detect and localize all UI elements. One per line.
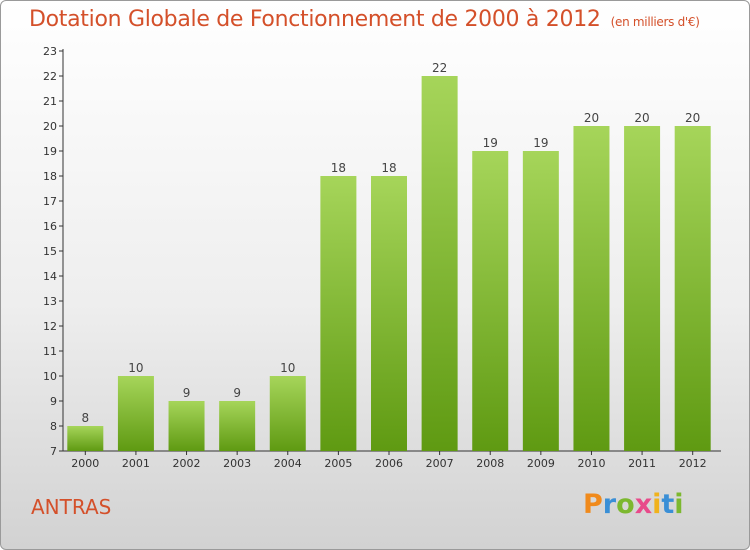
- bar: [573, 126, 610, 451]
- x-tick-label: 2008: [476, 457, 504, 470]
- logo-letter: i: [674, 489, 684, 520]
- proxiti-logo: Proxiti: [583, 489, 684, 520]
- x-tick-label: 2004: [274, 457, 302, 470]
- bar-value-label: 19: [483, 136, 498, 150]
- y-tick-label: 9: [50, 395, 57, 408]
- y-tick-label: 20: [43, 120, 57, 133]
- y-tick-label: 15: [43, 245, 57, 258]
- bar-value-label: 20: [634, 111, 649, 125]
- bar-value-label: 20: [685, 111, 700, 125]
- y-tick-label: 14: [43, 270, 57, 283]
- bar: [371, 176, 407, 451]
- y-tick-label: 16: [43, 220, 57, 233]
- logo-letter: P: [583, 489, 603, 520]
- bar-value-label: 22: [432, 61, 447, 75]
- bar-value-label: 10: [280, 361, 295, 375]
- bars: [67, 76, 711, 451]
- y-tick-label: 18: [43, 170, 57, 183]
- x-tick-label: 2009: [527, 457, 555, 470]
- bar-chart: 7 8 9 10 11 12 13 14 15 16 17 18 19 20 21 22 23 2000 2001 2…: [43, 45, 721, 470]
- bar: [269, 376, 306, 451]
- x-tick-label: 2012: [679, 457, 707, 470]
- chart-unit: (en milliers d'€): [610, 15, 700, 29]
- bar: [168, 401, 205, 451]
- chart-title-text: Dotation Globale de Fonctionnement de 20…: [29, 7, 601, 32]
- x-tick-label: 2001: [122, 457, 150, 470]
- bar: [624, 126, 661, 451]
- logo-letter: x: [634, 489, 653, 520]
- data-labels: 8 10 9 9 10 18 18 22 19 19 20 20 20: [81, 61, 700, 425]
- bar-value-label: 20: [584, 111, 599, 125]
- bar-value-label: 18: [381, 161, 396, 175]
- logo-letter: i: [652, 489, 662, 520]
- commune-name: ANTRAS: [31, 495, 112, 519]
- bar: [219, 401, 256, 451]
- y-tick-label: 12: [43, 320, 57, 333]
- x-tick-label: 2006: [375, 457, 403, 470]
- x-tick-label: 2005: [324, 457, 352, 470]
- bar: [472, 151, 509, 451]
- bar: [117, 376, 154, 451]
- y-tick-label: 19: [43, 145, 57, 158]
- y-tick-label: 17: [43, 195, 57, 208]
- logo-letter: r: [602, 489, 617, 520]
- x-tick-label: 2002: [173, 457, 201, 470]
- y-tick-label: 10: [43, 370, 57, 383]
- y-tick-label: 8: [50, 420, 57, 433]
- y-tick-label: 7: [50, 445, 57, 458]
- bar-value-label: 9: [183, 386, 191, 400]
- bar: [522, 151, 559, 451]
- y-tick-label: 22: [43, 70, 57, 83]
- bar: [421, 76, 458, 451]
- bar: [67, 426, 104, 451]
- x-tick-label: 2003: [223, 457, 251, 470]
- axes: 7 8 9 10 11 12 13 14 15 16 17 18 19 20 21 22 23 2000 2001 2…: [43, 45, 721, 470]
- x-tick-label: 2010: [577, 457, 605, 470]
- x-tick-label: 2000: [71, 457, 99, 470]
- chart-title: Dotation Globale de Fonctionnement de 20…: [29, 7, 700, 32]
- bar-value-label: 18: [331, 161, 346, 175]
- bar-value-label: 8: [81, 411, 89, 425]
- x-tick-label: 2007: [426, 457, 454, 470]
- logo-letter: o: [616, 489, 635, 520]
- x-tick-label: 2011: [628, 457, 656, 470]
- y-tick-label: 21: [43, 95, 57, 108]
- logo-letter: t: [661, 489, 675, 520]
- y-tick-label: 11: [43, 345, 57, 358]
- y-tick-label: 23: [43, 45, 57, 58]
- y-tick-label: 13: [43, 295, 57, 308]
- bar-value-label: 10: [128, 361, 143, 375]
- bar-value-label: 19: [533, 136, 548, 150]
- bar: [674, 126, 711, 451]
- bar: [320, 176, 357, 451]
- bar-value-label: 9: [233, 386, 241, 400]
